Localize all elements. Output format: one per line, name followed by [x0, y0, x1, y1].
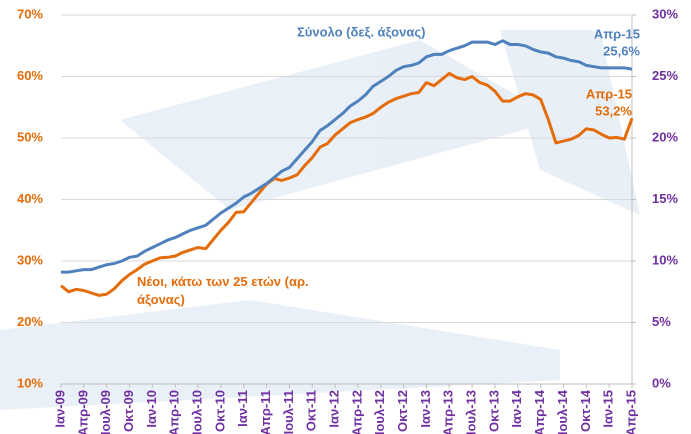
x-tick-label: Ιαν-15: [601, 390, 616, 428]
end-date-label: Απρ-15: [586, 86, 632, 101]
end-date-label: Απρ-15: [594, 26, 640, 41]
x-tick-label: Απρ-11: [258, 390, 273, 434]
series-line: [61, 39, 633, 274]
x-tick-label: Ιουλ-13: [464, 390, 479, 434]
x-tick-label: Απρ-09: [75, 390, 90, 434]
y-tick-label: 40%: [17, 191, 43, 206]
y2-tick-label: 25%: [652, 68, 678, 83]
x-tick-label: Οκτ-10: [212, 390, 227, 432]
x-tick-label: Ιαν-11: [235, 390, 250, 427]
end-value-label: 25,6%: [603, 43, 640, 58]
x-tick-label: Ιουλ-14: [555, 389, 570, 434]
x-tick-label: Απρ-12: [349, 390, 364, 434]
x-tick-label: Απρ-13: [441, 390, 456, 434]
x-tick-label: Οκτ-12: [395, 390, 410, 432]
y2-tick-label: 5%: [652, 314, 671, 329]
watermark: [0, 30, 640, 410]
y2-tick-label: 20%: [652, 129, 678, 144]
x-tick-label: Ιαν-12: [327, 390, 342, 428]
x-tick-label: Απρ-14: [532, 389, 547, 434]
series-label-line: άξονας): [137, 292, 185, 307]
x-tick-label: Οκτ-11: [304, 390, 319, 431]
x-tick-label: Ιουλ-11: [281, 390, 296, 434]
x-tick-label: Ιαν-10: [144, 390, 159, 428]
x-tick-label: Ιαν-13: [418, 390, 433, 428]
x-tick-label: Απρ-10: [167, 390, 182, 434]
x-tick-label: Οκτ-14: [578, 389, 593, 432]
y2-tick-label: 10%: [652, 252, 678, 267]
y-tick-label: 10%: [17, 375, 43, 390]
series-label: Νέοι, κάτω των 25 ετών (αρ. άξονας): [137, 274, 309, 307]
x-tick-label: Απρ-15: [623, 390, 638, 434]
x-tick-label: Οκτ-09: [121, 390, 136, 432]
series-label: Σύνολο (δεξ. άξονας): [297, 24, 425, 39]
y2-tick-label: 15%: [652, 191, 678, 206]
x-tick-label: Ιουλ-10: [189, 390, 204, 434]
end-value-label: 53,2%: [595, 103, 632, 118]
y2-tick-label: 0%: [652, 375, 671, 390]
series-label-line: Νέοι, κάτω των 25 ετών (αρ.: [137, 274, 309, 289]
x-tick-label: Ιουλ-12: [372, 390, 387, 434]
x-tick-label: Ιαν-14: [509, 389, 524, 427]
y-tick-label: 30%: [17, 252, 43, 267]
y-tick-label: 70%: [17, 6, 43, 21]
y-tick-label: 50%: [17, 129, 43, 144]
y-tick-label: 60%: [17, 68, 43, 83]
x-tick-label: Οκτ-13: [486, 390, 501, 432]
y2-tick-label: 30%: [652, 6, 678, 21]
x-tick-label: Ιουλ-09: [98, 390, 113, 434]
x-tick-label: Ιαν-09: [52, 390, 67, 428]
series-line: [60, 71, 634, 297]
y-tick-label: 20%: [17, 314, 43, 329]
